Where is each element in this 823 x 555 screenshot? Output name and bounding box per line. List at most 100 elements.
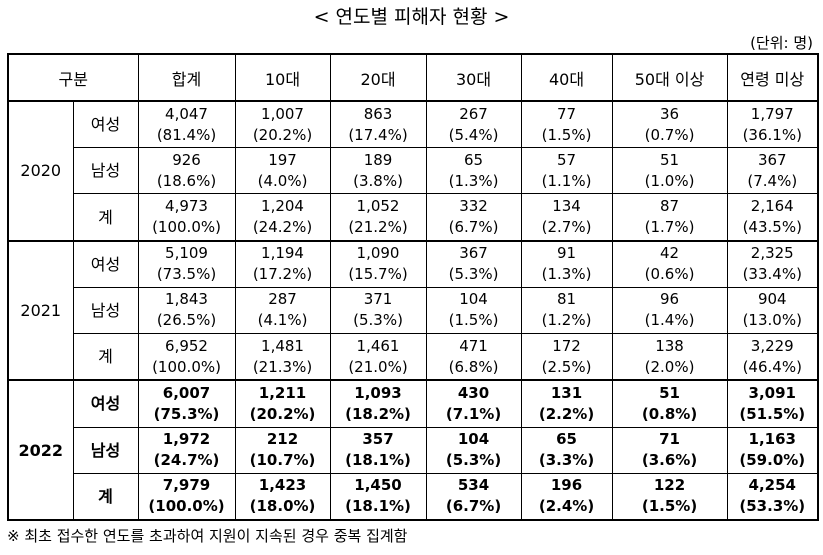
row-label: 여성 <box>72 100 139 149</box>
cell-percent: (100.0%) <box>148 497 225 516</box>
cell-50s-plus: 87 (1.7%) <box>611 193 728 242</box>
cell-count: 104 <box>459 290 488 309</box>
header-group: 구분 <box>6 53 139 102</box>
cell-count: 1,481 <box>261 336 304 355</box>
cell-count: 1,007 <box>261 104 304 123</box>
cell-count: 357 <box>362 430 394 449</box>
cell-count: 196 <box>550 476 583 495</box>
header-col-20s: 20대 <box>329 53 427 102</box>
table-title: < 연도별 피해자 현황 > <box>313 6 510 28</box>
cell-age-unknown: 1,163 (59.0%) <box>726 426 820 474</box>
cell-total: 5,109 (73.5%) <box>137 240 236 288</box>
cell-total: 6,952 (100.0%) <box>137 333 236 382</box>
table-row: 2021 여성 5,109 (73.5%) 1,194 (17.2%) 1,090 (15.7… <box>7 240 820 382</box>
cell-count: 1,090 <box>356 244 400 263</box>
cell-40s: 57 (1.1%) <box>520 147 613 195</box>
cell-count: 287 <box>268 290 297 309</box>
table-row: 계 6,952 (100.0%) 1,481 (21.3%) 1,461 (21.0%) 47… <box>8 333 820 382</box>
cell-percent: (1.5%) <box>541 125 592 144</box>
cell-count: 3,091 <box>748 383 796 402</box>
cell-count: 104 <box>457 430 490 449</box>
cell-percent: (21.3%) <box>252 357 313 376</box>
cell-total: 7,979 (100.0%) <box>137 472 236 521</box>
cell-percent: (7.4%) <box>747 171 798 190</box>
cell-50s-plus: 71 (3.6%) <box>611 426 728 474</box>
cell-10s: 197 (4.0%) <box>234 147 331 195</box>
row-label: 계 <box>72 193 139 242</box>
cell-percent: (1.1%) <box>541 171 592 190</box>
cell-percent: (7.1%) <box>445 404 502 423</box>
cell-count: 1,204 <box>261 197 304 216</box>
row-label: 남성 <box>72 426 139 474</box>
cell-count: 1,797 <box>750 104 794 123</box>
cell-age-unknown: 904 (13.0%) <box>726 286 820 335</box>
cell-total: 1,843 (26.5%) <box>137 286 236 335</box>
cell-10s: 287 (4.1%) <box>234 286 331 335</box>
cell-percent: (2.5%) <box>541 357 592 376</box>
cell-count: 267 <box>459 104 488 123</box>
cell-total: 6,007 (75.3%) <box>137 379 236 428</box>
cell-30s: 332 (6.7%) <box>425 193 522 242</box>
cell-percent: (18.0%) <box>249 497 316 516</box>
cell-count: 172 <box>552 336 581 355</box>
cell-percent: (1.3%) <box>541 265 592 284</box>
cell-percent: (13.0%) <box>742 311 802 330</box>
cell-count: 4,047 <box>165 104 208 123</box>
header-col-50s-plus: 50대 이상 <box>611 53 728 102</box>
cell-percent: (20.2%) <box>249 404 316 423</box>
cell-count: 904 <box>757 290 787 309</box>
cell-count: 65 <box>463 150 484 169</box>
cell-percent: (3.8%) <box>353 171 403 190</box>
cell-count: 131 <box>550 383 583 402</box>
cell-percent: (1.3%) <box>448 171 499 190</box>
cell-10s: 1,481 (21.3%) <box>234 333 331 382</box>
cell-count: 1,972 <box>162 430 211 449</box>
year-cell: 2020 <box>7 100 74 242</box>
cell-50s-plus: 42 (0.6%) <box>611 240 728 288</box>
cell-age-unknown: 4,254 (53.3%) <box>726 472 820 521</box>
cell-20s: 357 (18.1%) <box>329 426 427 474</box>
cell-count: 122 <box>653 476 686 495</box>
cell-percent: (15.7%) <box>348 265 408 284</box>
cell-50s-plus: 122 (1.5%) <box>611 472 728 521</box>
cell-count: 96 <box>659 290 680 309</box>
year-cell: 2022 <box>7 379 74 521</box>
footnote: ※ 최초 접수한 연도를 초과하여 지원이 지속된 경우 중복 집계함 <box>7 527 408 545</box>
cell-percent: (75.3%) <box>153 404 220 423</box>
cell-count: 926 <box>172 150 201 169</box>
cell-age-unknown: 3,091 (51.5%) <box>726 379 820 428</box>
cell-percent: (1.4%) <box>644 311 695 330</box>
table-row: 2020 여성 4,047 (81.4%) 1,007 (20.2%) 863 (17.4%)… <box>7 100 820 242</box>
cell-30s: 267 (5.4%) <box>425 100 522 149</box>
cell-count: 2,164 <box>750 197 794 216</box>
cell-percent: (18.1%) <box>345 497 411 516</box>
cell-count: 57 <box>556 150 577 169</box>
cell-percent: (43.5%) <box>742 218 802 237</box>
header-col-total: 합계 <box>137 53 236 102</box>
cell-count: 1,450 <box>354 476 402 495</box>
cell-count: 471 <box>459 336 488 355</box>
cell-50s-plus: 138 (2.0%) <box>611 333 728 382</box>
cell-percent: (59.0%) <box>739 451 806 470</box>
cell-count: 51 <box>659 150 680 169</box>
cell-count: 1,423 <box>258 476 307 495</box>
cell-count: 2,325 <box>750 244 794 263</box>
cell-percent: (24.2%) <box>252 218 313 237</box>
cell-percent: (1.2%) <box>541 311 592 330</box>
cell-40s: 131 (2.2%) <box>520 379 613 428</box>
cell-percent: (2.7%) <box>541 218 592 237</box>
year-cell: 2021 <box>7 240 74 382</box>
cell-percent: (51.5%) <box>739 404 806 423</box>
cell-count: 42 <box>659 244 680 263</box>
cell-40s: 77 (1.5%) <box>520 100 613 149</box>
cell-percent: (26.5%) <box>156 311 217 330</box>
cell-count: 71 <box>659 430 680 449</box>
cell-percent: (6.8%) <box>448 357 499 376</box>
cell-percent: (2.4%) <box>538 497 595 516</box>
cell-percent: (21.0%) <box>348 357 408 376</box>
cell-10s: 1,423 (18.0%) <box>234 472 331 521</box>
cell-10s: 1,194 (17.2%) <box>234 240 331 288</box>
cell-count: 6,952 <box>165 336 208 355</box>
table-body: 2020 여성 4,047 (81.4%) 1,007 (20.2%) 863 (17.4%)… <box>7 100 820 521</box>
header-col-10s: 10대 <box>234 53 331 102</box>
